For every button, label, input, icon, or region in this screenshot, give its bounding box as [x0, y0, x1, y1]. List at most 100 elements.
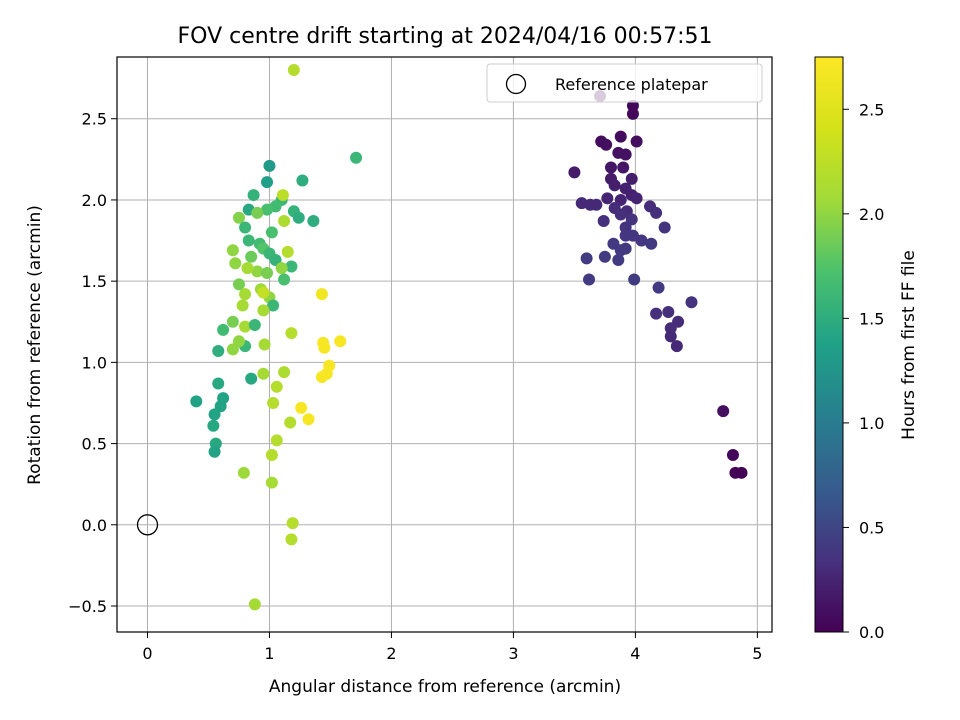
data-point — [626, 107, 639, 120]
data-point — [614, 208, 627, 221]
data-point — [287, 63, 300, 76]
data-point — [617, 161, 630, 174]
data-point — [628, 273, 641, 286]
data-point — [286, 517, 299, 530]
data-point — [608, 179, 621, 192]
data-point — [212, 344, 225, 357]
data-point — [630, 135, 643, 148]
data-point — [263, 159, 276, 172]
colorbar-tick-label: 0.0 — [859, 623, 884, 642]
y-tick-label: 0.0 — [82, 516, 107, 535]
data-point — [241, 262, 254, 275]
data-point — [278, 215, 291, 228]
data-point — [232, 335, 245, 348]
data-point — [276, 189, 289, 202]
plot-frame — [116, 56, 773, 633]
data-point — [239, 320, 252, 333]
data-point — [717, 405, 730, 418]
data-point — [334, 335, 347, 348]
data-point — [226, 315, 239, 328]
colorbar-tick-label: 1.0 — [859, 414, 884, 433]
data-point — [580, 252, 593, 265]
data-point — [265, 476, 278, 489]
colorbar: 0.0 0.5 1.0 1.5 2.0 2.5 Hours from first FF f… — [814, 56, 919, 642]
data-point — [285, 327, 298, 340]
data-point — [285, 260, 298, 273]
data-point — [295, 401, 308, 414]
data-point — [242, 234, 255, 247]
data-point — [237, 466, 250, 479]
data-point — [296, 174, 309, 187]
data-point — [226, 244, 239, 257]
data-point — [261, 203, 274, 216]
y-tick-label: 2.5 — [82, 110, 107, 129]
data-point — [625, 172, 638, 185]
data-point — [650, 206, 663, 219]
x-axis-label: Angular distance from reference (arcmin) — [269, 677, 621, 697]
data-point — [726, 448, 739, 461]
data-point — [320, 367, 333, 380]
data-point — [658, 221, 671, 234]
data-point — [650, 307, 663, 320]
data-point — [285, 533, 298, 546]
colorbar-label: Hours from first FF file — [899, 250, 919, 440]
data-point — [261, 176, 274, 189]
data-point — [245, 372, 258, 385]
x-tick-label: 0 — [142, 644, 152, 663]
data-point — [318, 341, 331, 354]
y-tick-label: 1.0 — [82, 353, 107, 372]
chart-title: FOV centre drift starting at 2024/04/16 … — [178, 24, 713, 49]
x-tick-label: 1 — [264, 644, 274, 663]
y-tick-label: 0.5 — [82, 435, 107, 454]
data-point — [619, 242, 632, 255]
data-point — [664, 330, 677, 343]
data-point — [281, 245, 294, 258]
data-point — [251, 265, 264, 278]
data-point — [590, 198, 603, 211]
grid — [117, 57, 772, 632]
data-point — [236, 299, 249, 312]
data-point — [267, 299, 280, 312]
data-point — [278, 366, 291, 379]
data-point — [645, 237, 658, 250]
y-axis-label: Rotation from reference (arcmin) — [25, 205, 45, 485]
data-point — [685, 296, 698, 309]
data-point — [284, 416, 297, 429]
data-point — [614, 130, 627, 143]
data-point — [257, 286, 270, 299]
colorbar-ticks: 0.0 0.5 1.0 1.5 2.0 2.5 — [843, 100, 884, 642]
x-tick-label: 2 — [386, 644, 396, 663]
data-point — [257, 367, 270, 380]
y-tick-label: 1.5 — [82, 272, 107, 291]
colorbar-tick-label: 0.5 — [859, 518, 884, 537]
data-point — [247, 189, 260, 202]
legend: Reference platepar — [486, 63, 763, 103]
data-point — [248, 319, 261, 332]
data-point — [662, 306, 675, 319]
data-point — [670, 340, 683, 353]
data-point — [635, 234, 648, 247]
data-point — [245, 250, 258, 263]
colorbar-tick-label: 2.5 — [859, 100, 884, 119]
data-point — [229, 257, 242, 270]
data-point — [208, 408, 221, 421]
colorbar-tick-label: 1.5 — [859, 309, 884, 328]
data-point — [350, 151, 363, 164]
legend-reference-label: Reference platepar — [555, 75, 708, 94]
data-point — [232, 211, 245, 224]
data-point — [267, 396, 280, 409]
data-point — [217, 323, 230, 336]
data-point — [630, 192, 643, 205]
data-point — [278, 273, 291, 286]
data-point — [735, 466, 748, 479]
data-point — [257, 304, 270, 317]
data-points — [190, 63, 748, 611]
x-tick-label: 4 — [630, 644, 640, 663]
data-point — [265, 226, 278, 239]
data-point — [307, 215, 320, 228]
data-point — [568, 166, 581, 179]
colorbar-tick-label: 2.0 — [859, 205, 884, 224]
data-point — [597, 215, 610, 228]
y-tick-label: 2.0 — [82, 191, 107, 210]
